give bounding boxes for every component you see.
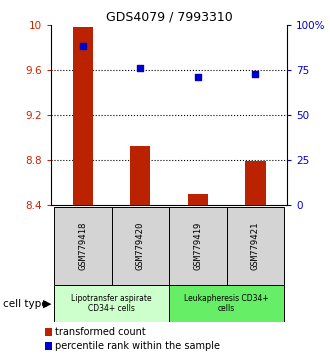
Title: GDS4079 / 7993310: GDS4079 / 7993310 xyxy=(106,11,233,24)
Bar xyxy=(54,285,169,322)
Point xyxy=(138,65,143,71)
Text: cell type: cell type xyxy=(3,298,48,309)
Bar xyxy=(73,27,93,205)
Text: percentile rank within the sample: percentile rank within the sample xyxy=(55,341,220,351)
Bar xyxy=(188,194,208,205)
Point xyxy=(195,74,201,80)
Text: GSM779421: GSM779421 xyxy=(251,222,260,270)
Bar xyxy=(227,207,284,285)
Text: ▶: ▶ xyxy=(43,298,51,309)
Point xyxy=(253,71,258,76)
Point xyxy=(80,44,85,49)
Text: Leukapheresis CD34+
cells: Leukapheresis CD34+ cells xyxy=(184,294,269,313)
Bar xyxy=(130,145,150,205)
Bar xyxy=(112,207,169,285)
Text: GSM779419: GSM779419 xyxy=(193,222,202,270)
Bar xyxy=(169,207,227,285)
Text: Lipotransfer aspirate
CD34+ cells: Lipotransfer aspirate CD34+ cells xyxy=(71,294,152,313)
Text: transformed count: transformed count xyxy=(55,327,146,337)
Text: GSM779418: GSM779418 xyxy=(78,222,87,270)
Bar xyxy=(54,207,112,285)
Bar xyxy=(169,285,284,322)
Text: GSM779420: GSM779420 xyxy=(136,222,145,270)
Bar xyxy=(246,161,266,205)
